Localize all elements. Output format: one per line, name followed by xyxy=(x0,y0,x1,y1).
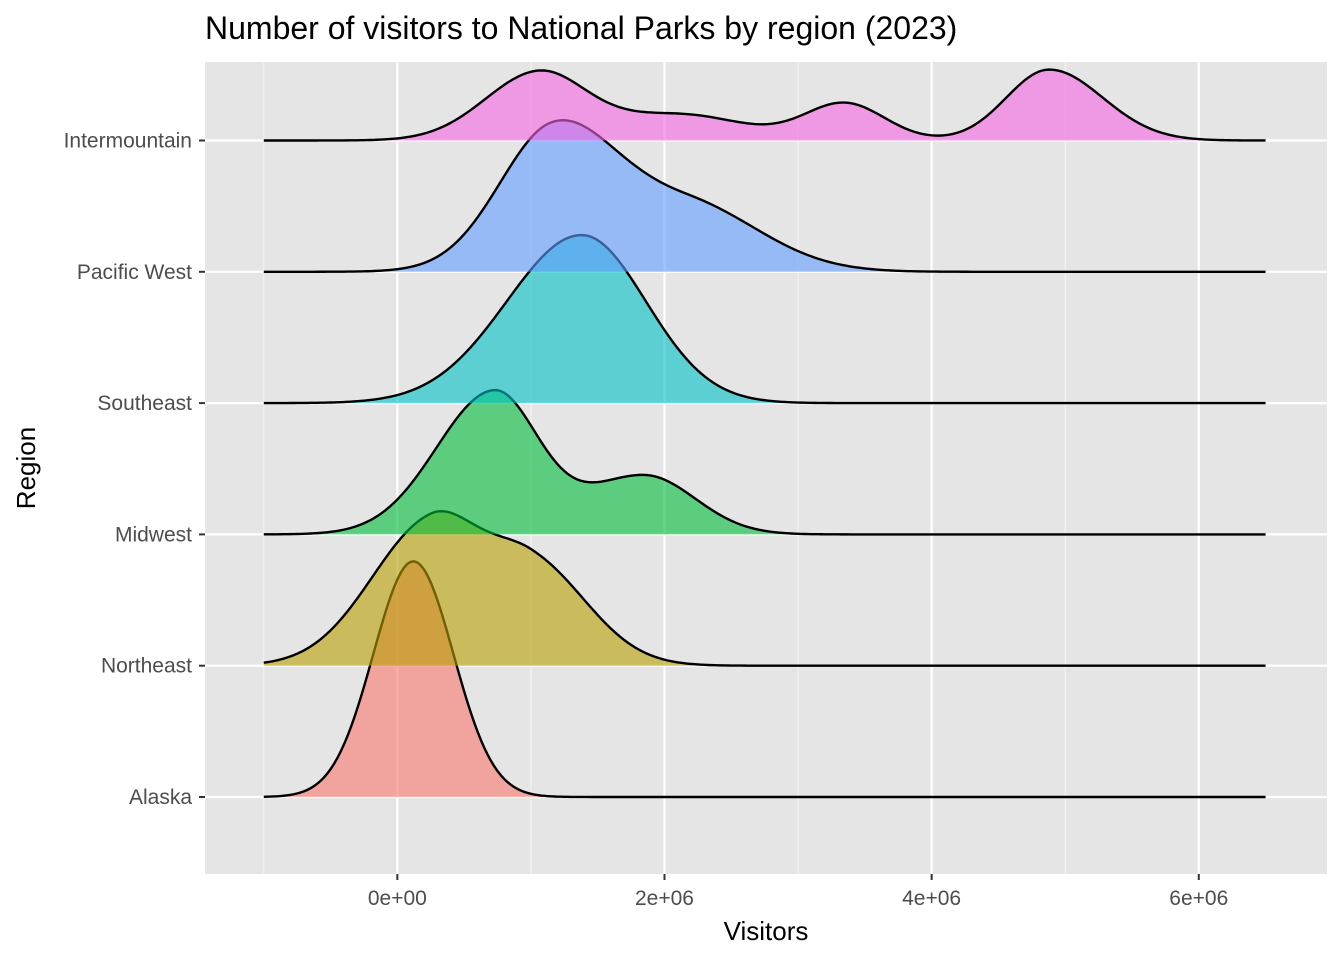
x-tick-label: 0e+00 xyxy=(368,887,427,910)
y-tick-label: Southeast xyxy=(97,392,192,415)
ridge-fill xyxy=(263,235,1266,404)
y-tick-label: Pacific West xyxy=(77,261,192,284)
ridge-outline xyxy=(263,68,1266,142)
ridge-outline xyxy=(263,388,1266,536)
x-axis-title: Visitors xyxy=(724,916,809,946)
ridge-outline xyxy=(263,233,1266,405)
ridge-fill xyxy=(263,511,1266,666)
y-tick-label: Midwest xyxy=(115,523,192,546)
x-tick-label: 6e+06 xyxy=(1169,887,1228,910)
ridge-pacific-west xyxy=(263,119,1266,273)
x-axis: 0e+00 2e+06 4e+06 6e+06 xyxy=(368,874,1228,910)
x-tick-label: 4e+06 xyxy=(902,887,961,910)
y-tick-label: Intermountain xyxy=(64,130,192,153)
chart-title: Number of visitors to National Parks by … xyxy=(205,10,957,46)
ridge-fill xyxy=(263,390,1266,535)
y-tick-label: Alaska xyxy=(129,786,192,809)
ridge-fill xyxy=(263,120,1266,272)
y-axis: Alaska Northeast Midwest Southeast Pacific W… xyxy=(64,130,205,809)
ridge-midwest xyxy=(263,388,1266,536)
y-tick-label: Northeast xyxy=(101,655,192,678)
ridge-southeast xyxy=(263,233,1266,405)
x-tick-label: 2e+06 xyxy=(635,887,694,910)
ridge-fill xyxy=(263,561,1266,797)
density-ridges xyxy=(263,68,1266,799)
y-axis-title: Region xyxy=(11,427,41,509)
ridge-intermountain xyxy=(263,68,1266,142)
ridge-fill xyxy=(263,69,1266,141)
ridge-outline xyxy=(263,119,1266,273)
